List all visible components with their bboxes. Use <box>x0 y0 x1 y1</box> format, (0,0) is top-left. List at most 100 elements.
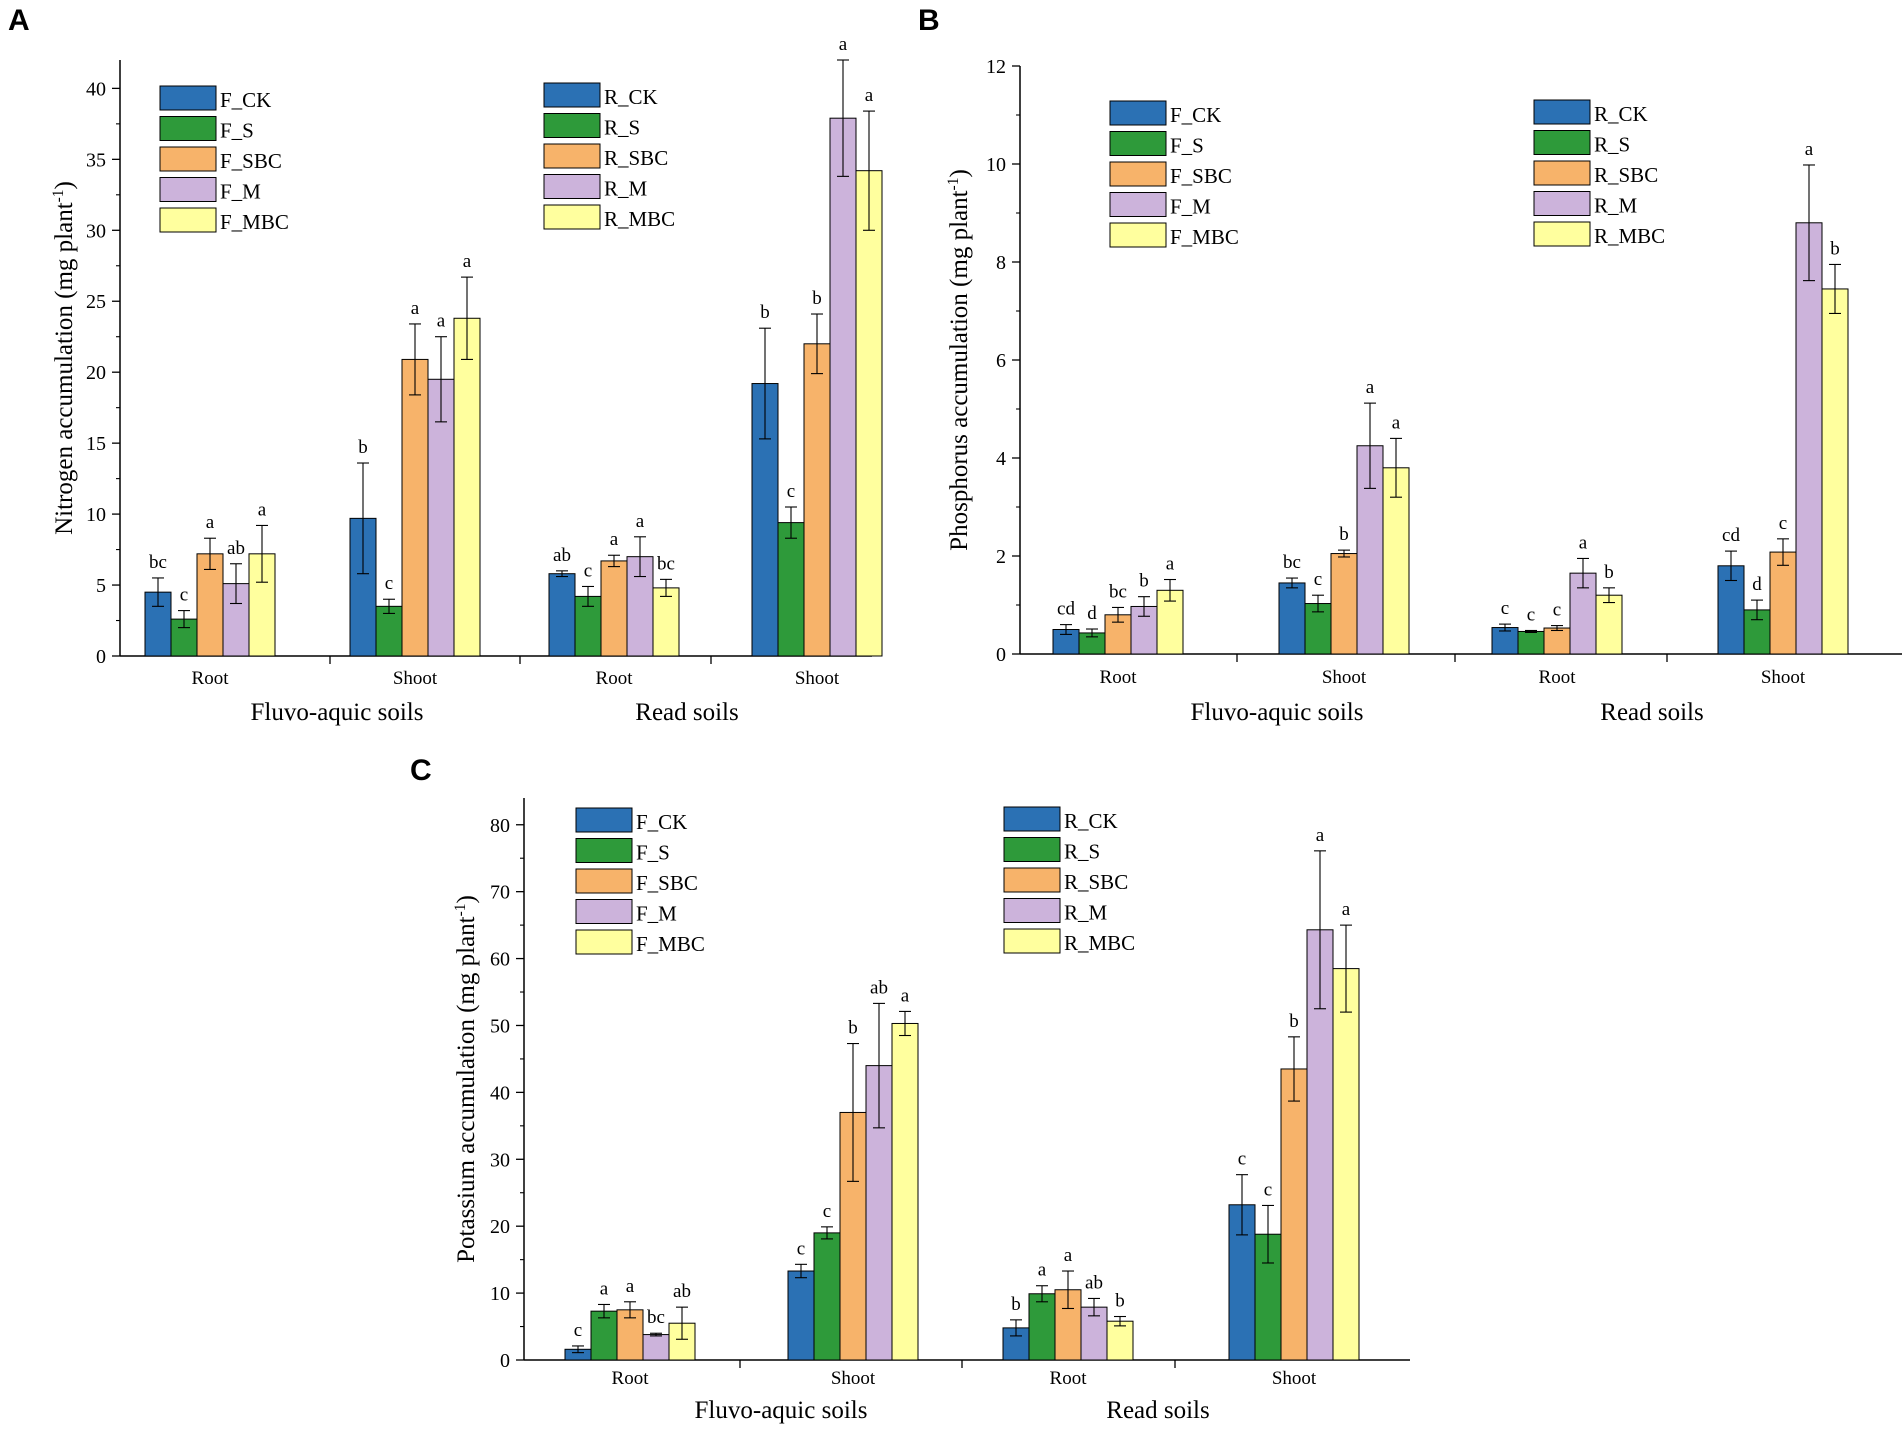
panel-c-group-label: Shoot <box>1272 1368 1317 1389</box>
panel-b-legend-label: F_SBC <box>1170 164 1232 188</box>
panel-b-legend-label: F_MBC <box>1170 225 1239 249</box>
panel-b-legend-swatch <box>1533 221 1591 247</box>
panel-c-y-axis-label-main: Potassium accumulation (mg plant <box>453 916 480 1263</box>
panel-a-legend-label: F_S <box>220 119 254 143</box>
panel-c-legend-right: R_CK R_S R_SBC R_M R_MBC <box>1003 806 1135 955</box>
panel-b-significance-letter: a <box>1805 139 1814 160</box>
panel-c-legend-swatch <box>1003 928 1061 954</box>
panel-c-soil-label: Fluvo-aquic soils <box>695 1397 868 1424</box>
panel-b-legend-label: R_SBC <box>1594 163 1658 187</box>
panel-a-significance-letter: b <box>760 302 770 323</box>
panel-c-legend-label: F_MBC <box>636 932 705 956</box>
panel-a-legend-swatch <box>159 177 217 202</box>
panel-a-y-tick-label: 35 <box>86 149 106 171</box>
panel-a-chart: 0 5 10 15 20 25 30 35 40 Nitrogen accumulation (m… <box>50 34 883 726</box>
panel-c-legend-label: R_SBC <box>1064 870 1128 894</box>
panel-a-bar <box>652 587 680 657</box>
panel-b-soil-label: Fluvo-aquic soils <box>1191 699 1364 726</box>
panel-b-legend-label: F_CK <box>1170 103 1221 127</box>
panel-a-y-tick-label: 10 <box>86 504 106 526</box>
panel-a-legend-label: R_CK <box>604 85 658 109</box>
panel-a-bar <box>855 170 883 657</box>
panel-a-y-tick-label: 40 <box>86 78 106 100</box>
panel-c-y-axis-label-close: ) <box>453 895 480 903</box>
panel-b-significance-letter: c <box>1527 604 1535 625</box>
panel-a-legend-right: R_CK R_S R_SBC R_M R_MBC <box>543 82 675 231</box>
panel-c-significance-letter: c <box>1238 1149 1246 1170</box>
panel-c-legend-label: R_M <box>1064 901 1108 925</box>
panel-b-y-tick-label: 4 <box>996 448 1006 470</box>
panel-c-legend-label: F_S <box>636 841 670 865</box>
panel-c-significance-letter: c <box>797 1238 805 1259</box>
panel-a-significance-letter: c <box>385 573 393 594</box>
panel-a-bar <box>453 317 481 657</box>
panel-b-legend-label: F_M <box>1170 195 1211 219</box>
panel-a-significance-letter: a <box>463 251 472 272</box>
panel-b-significance-letter: b <box>1339 524 1349 545</box>
panel-b-bar <box>1795 222 1823 655</box>
panel-b-y-tick-label: 2 <box>996 546 1006 568</box>
panel-c-y-axis-label: Potassium accumulation (mg plant-1) <box>452 895 480 1263</box>
panel-c-bar <box>642 1334 670 1361</box>
panel-b-significance-letter: d <box>1752 574 1762 595</box>
panel-a-legend-label: F_M <box>220 180 261 204</box>
panel-b-legend-swatch <box>1533 130 1591 155</box>
panel-c-legend-label: R_MBC <box>1064 931 1135 955</box>
panel-a-y-tick-label: 0 <box>96 646 106 668</box>
panel-c-y-tick-label: 40 <box>490 1082 510 1104</box>
panel-a-significance-letter: a <box>437 311 446 332</box>
panel-c-y-tick-label: 20 <box>490 1216 510 1238</box>
panel-b-group-label: Shoot <box>1322 667 1367 688</box>
panel-c-legend-label: F_SBC <box>636 871 698 895</box>
panel-a-legend-swatch <box>543 113 601 138</box>
panel-c-group-label: Shoot <box>831 1368 876 1389</box>
panel-c-legend-label: R_CK <box>1064 809 1118 833</box>
panel-c-bar <box>813 1232 841 1361</box>
panel-b-y-tick-label: 0 <box>996 644 1006 666</box>
panel-c-significance-letter: ab <box>1085 1272 1103 1293</box>
panel-c-significance-letter: ab <box>673 1281 691 1302</box>
panel-b-bar <box>1330 553 1358 655</box>
panel-c-bar <box>1280 1068 1308 1361</box>
panel-a-legend-label: R_S <box>604 116 640 140</box>
panel-b-legend-swatch <box>1109 192 1167 217</box>
panel-c-legend-swatch <box>575 868 633 894</box>
panel-a-group-label: Shoot <box>393 668 438 689</box>
panel-b-y-axis-label-sup: -1 <box>945 178 962 191</box>
panel-b-bar <box>1382 467 1410 655</box>
panel-a-significance-letter: a <box>636 511 645 532</box>
panel-a-significance-letter: a <box>258 499 267 520</box>
panel-c-significance-letter: ab <box>870 977 888 998</box>
panel-c-y-tick-label: 80 <box>490 815 510 837</box>
panel-b-significance-letter: d <box>1087 603 1097 624</box>
panel-c-legend-swatch <box>1003 898 1061 923</box>
panel-c-significance-letter: a <box>1316 825 1325 846</box>
panel-a-significance-letter: ab <box>227 538 245 559</box>
panel-a-bar <box>375 605 403 657</box>
panel-a-significance-letter: a <box>610 529 619 550</box>
panel-c-y-tick-label: 10 <box>490 1283 510 1305</box>
panel-b-y-axis-label-main: Phosphorus accumulation (mg plant <box>946 190 973 550</box>
panel-a-y-axis-label: Nitrogen accumulation (mg plant-1) <box>50 181 78 535</box>
panel-a-significance-letter: bc <box>149 552 167 573</box>
panel-c-significance-letter: a <box>901 985 910 1006</box>
panel-c-legend-swatch <box>575 838 633 863</box>
panel-c-chart: 0 10 20 30 40 50 60 70 80 Potassium accumulation … <box>452 798 1410 1424</box>
panel-b-legend-swatch <box>1533 160 1591 186</box>
panel-a-legend-swatch <box>159 207 217 233</box>
panel-a-y-axis-label-close: ) <box>51 181 78 189</box>
panel-c-legend-label: F_CK <box>636 810 687 834</box>
panel-a-soil-label: Read soils <box>635 699 738 726</box>
panel-a-legend-label: F_CK <box>220 88 271 112</box>
panel-a-bar <box>803 343 831 657</box>
panel-a-bar <box>548 573 576 657</box>
panel-a-legend-label: F_MBC <box>220 210 289 234</box>
panel-b-legend-swatch <box>1109 131 1167 156</box>
panel-c-bar <box>1106 1320 1134 1361</box>
panel-c-legend-label: R_S <box>1064 840 1100 864</box>
panel-b-legend-right: R_CK R_S R_SBC R_M R_MBC <box>1533 99 1665 248</box>
panel-b-bar <box>1543 627 1571 655</box>
panel-b-bar <box>1821 288 1849 655</box>
panel-b-significance-letter: bc <box>1283 552 1301 573</box>
